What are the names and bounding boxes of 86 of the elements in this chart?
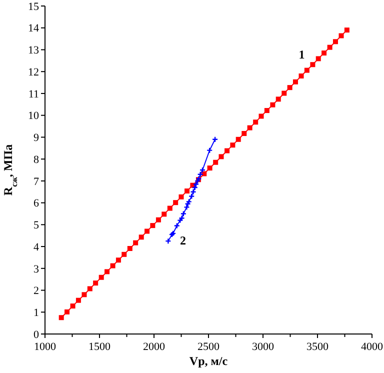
point	[253, 120, 258, 125]
point	[206, 147, 213, 154]
y-tick-label: 13	[28, 44, 40, 57]
point	[184, 204, 190, 210]
x-tick-label: 3000	[252, 341, 274, 353]
point	[93, 280, 98, 286]
point	[190, 188, 196, 195]
point	[192, 181, 200, 188]
point	[322, 50, 327, 56]
point	[167, 206, 172, 211]
y-tick-label: 11	[28, 88, 39, 100]
point	[199, 166, 206, 174]
y-tick-label: 9	[34, 132, 40, 144]
point	[104, 269, 110, 274]
x-axis-title: Vp, м/с	[189, 354, 228, 368]
point	[178, 215, 185, 222]
point	[87, 286, 92, 292]
series-label: 1	[298, 48, 305, 62]
point	[58, 315, 64, 320]
point	[173, 200, 178, 206]
point	[184, 200, 191, 207]
point	[64, 309, 70, 314]
y-tick-label: 0	[34, 328, 40, 341]
point	[82, 292, 87, 298]
point	[122, 252, 127, 257]
point	[310, 62, 316, 68]
point	[264, 108, 270, 114]
x-tick-label: 2000	[143, 341, 166, 353]
point	[180, 210, 187, 217]
point	[276, 96, 281, 102]
point	[270, 102, 276, 108]
x-tick-label: 2500	[198, 341, 220, 353]
y-tick-label: 7	[34, 176, 40, 188]
x-tick-label: 3500	[306, 341, 329, 353]
y-tick-label: 3	[34, 263, 40, 276]
point	[230, 142, 236, 148]
y-tick-label: 14	[28, 22, 40, 35]
point	[292, 79, 298, 84]
point	[197, 171, 204, 178]
point	[344, 28, 350, 33]
point	[178, 194, 184, 200]
point	[282, 90, 287, 96]
series-label: 2	[180, 234, 186, 248]
point	[192, 184, 198, 191]
point	[162, 212, 167, 217]
point	[150, 223, 156, 228]
y-tick-label: 1	[34, 306, 39, 319]
point	[304, 68, 310, 73]
y-tick-label: 15	[28, 0, 40, 13]
point	[156, 217, 161, 222]
point	[316, 56, 321, 62]
x-tick-label: 1000	[34, 341, 56, 353]
point	[76, 298, 81, 303]
point	[110, 263, 116, 268]
point	[218, 154, 224, 160]
point	[138, 234, 144, 240]
point	[188, 193, 195, 200]
point	[338, 33, 344, 38]
point	[98, 274, 104, 280]
y-tick-label: 5	[34, 220, 40, 232]
point	[224, 148, 230, 154]
point	[287, 85, 292, 90]
x-tick-label: 4000	[361, 341, 384, 353]
point	[258, 114, 264, 119]
x-tick-label: 1500	[88, 341, 111, 353]
y-tick-label: 12	[28, 66, 39, 78]
y-tick-label: 8	[34, 154, 40, 166]
point	[116, 258, 121, 263]
point	[184, 188, 190, 194]
y-tick-label: 2	[34, 285, 39, 298]
point	[236, 136, 241, 142]
point	[327, 44, 332, 50]
point	[70, 304, 76, 309]
y-tick-label: 4	[34, 241, 40, 254]
point	[298, 73, 304, 78]
point	[332, 39, 338, 44]
point	[174, 222, 180, 229]
y-tick-label: 6	[34, 198, 40, 210]
y-tick-label: 10	[28, 110, 40, 122]
point	[127, 246, 132, 251]
point	[133, 240, 138, 246]
point	[247, 125, 252, 130]
point	[207, 166, 212, 171]
point	[144, 228, 150, 234]
point	[213, 160, 218, 165]
point	[242, 130, 247, 136]
